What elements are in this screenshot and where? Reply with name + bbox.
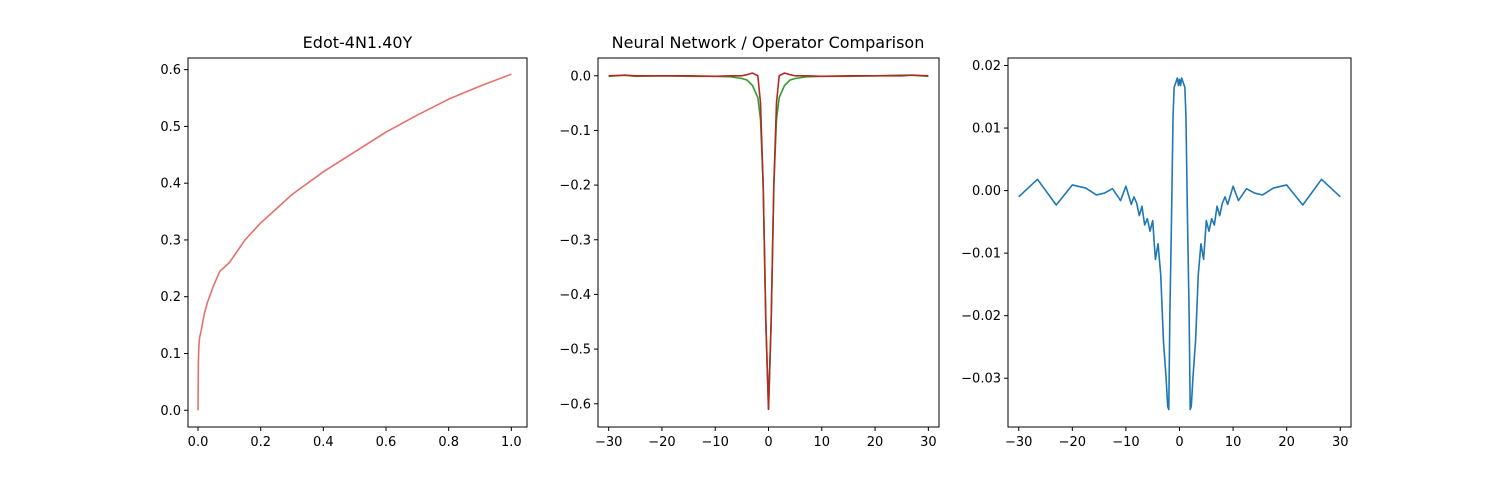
panel-3-lines	[1018, 77, 1341, 411]
panel-1-series-1-line	[197, 73, 512, 411]
panel-2-x-tick-label-4: 0	[764, 435, 772, 450]
panel-1-y-tick-label-2: 0.1	[160, 347, 181, 362]
panel-2-y-tick-label-4: −0.3	[559, 233, 591, 248]
panel-2-y-tick-label-3: −0.2	[559, 179, 591, 194]
panel-1-ticks: 0.0 0.2 0.4 0.6 0.8 1.0 0.0 0.1 0.2 0.3 0.4 0.5 0.6	[160, 63, 521, 450]
panel-2-y-tick-label-2: −0.1	[559, 124, 591, 139]
panel-1-frame	[187, 57, 528, 428]
panel-3-y-tick-label-2: 0.01	[972, 122, 1001, 137]
panel-3-x-tick-label-1: −30	[1005, 435, 1032, 450]
panel-2-lines	[608, 72, 929, 411]
panel-1-x-tick-label-1: 0.0	[188, 435, 209, 450]
panel-1-y-tick-label-5: 0.4	[160, 177, 181, 192]
panel-2-x-tick-label-6: 20	[867, 435, 884, 450]
panel-3-x-tick-label-4: 0	[1175, 435, 1183, 450]
panel-2-x-tick-label-3: −10	[702, 435, 729, 450]
panel-3-y-tick-label-5: −0.02	[961, 309, 1001, 324]
panel-1-y-tick-label-6: 0.5	[160, 120, 181, 135]
panel-1-title: Edot-4N1.40Y	[303, 33, 413, 52]
panel-2-x-tick-label-5: 10	[814, 435, 831, 450]
panel-1-x-tick-label-2: 0.2	[250, 435, 271, 450]
panel-2-y-tick-label-6: −0.5	[559, 343, 591, 358]
panel-3-y-tick-label-1: 0.02	[972, 59, 1001, 74]
panel-3-series-1-line	[1018, 77, 1341, 411]
panel-1-y-tick-label-1: 0.0	[160, 404, 181, 419]
panel-2-x-tick-label-2: −20	[648, 435, 675, 450]
panel-2-x-tick-label-7: 30	[920, 435, 937, 450]
panel-3: −30 −20 −10 0 10 20 30 0.02 0.01 0.00 −0.01 −0.02 −0…	[961, 57, 1352, 450]
panel-3-x-tick-label-3: −10	[1112, 435, 1139, 450]
panel-2-y-tick-label-7: −0.6	[559, 397, 591, 412]
panel-3-y-tick-label-6: −0.03	[961, 372, 1001, 387]
panel-2-ticks: −30 −20 −10 0 10 20 30 0.0 −0.1 −0.2 −0.3 −0.4 −0.5 −…	[559, 69, 936, 450]
panel-3-x-tick-label-6: 20	[1278, 435, 1295, 450]
panel-1-y-tick-label-3: 0.2	[160, 290, 181, 305]
panel-2-x-tick-label-1: −30	[595, 435, 622, 450]
panel-3-x-tick-label-7: 30	[1332, 435, 1349, 450]
panel-1-lines	[197, 73, 512, 411]
panel-2-series-2-line	[608, 72, 929, 411]
panel-1-x-tick-label-6: 1.0	[501, 435, 522, 450]
panel-2-y-tick-label-1: 0.0	[570, 69, 591, 84]
panel-3-y-tick-label-4: −0.01	[961, 247, 1001, 262]
panel-1: Edot-4N1.40Y 0.0 0.2 0.4 0.6 0.8 1.0 0.0 0.1 0.2…	[160, 33, 528, 450]
panel-2-y-tick-label-5: −0.4	[559, 288, 591, 303]
panel-3-ticks: −30 −20 −10 0 10 20 30 0.02 0.01 0.00 −0.01 −0.02 −0…	[961, 59, 1348, 450]
panel-3-x-tick-label-2: −20	[1059, 435, 1086, 450]
panel-1-y-tick-label-7: 0.6	[160, 63, 181, 78]
panel-2: Neural Network / Operator Comparison −30…	[559, 33, 940, 450]
panel-2-title: Neural Network / Operator Comparison	[612, 33, 925, 52]
panel-3-x-tick-label-5: 10	[1225, 435, 1242, 450]
panel-1-x-tick-label-5: 0.8	[438, 435, 459, 450]
panel-1-x-tick-label-4: 0.6	[376, 435, 397, 450]
panel-3-y-tick-label-3: 0.00	[972, 184, 1001, 199]
panel-1-x-tick-label-3: 0.4	[313, 435, 334, 450]
panel-1-y-tick-label-4: 0.3	[160, 233, 181, 248]
